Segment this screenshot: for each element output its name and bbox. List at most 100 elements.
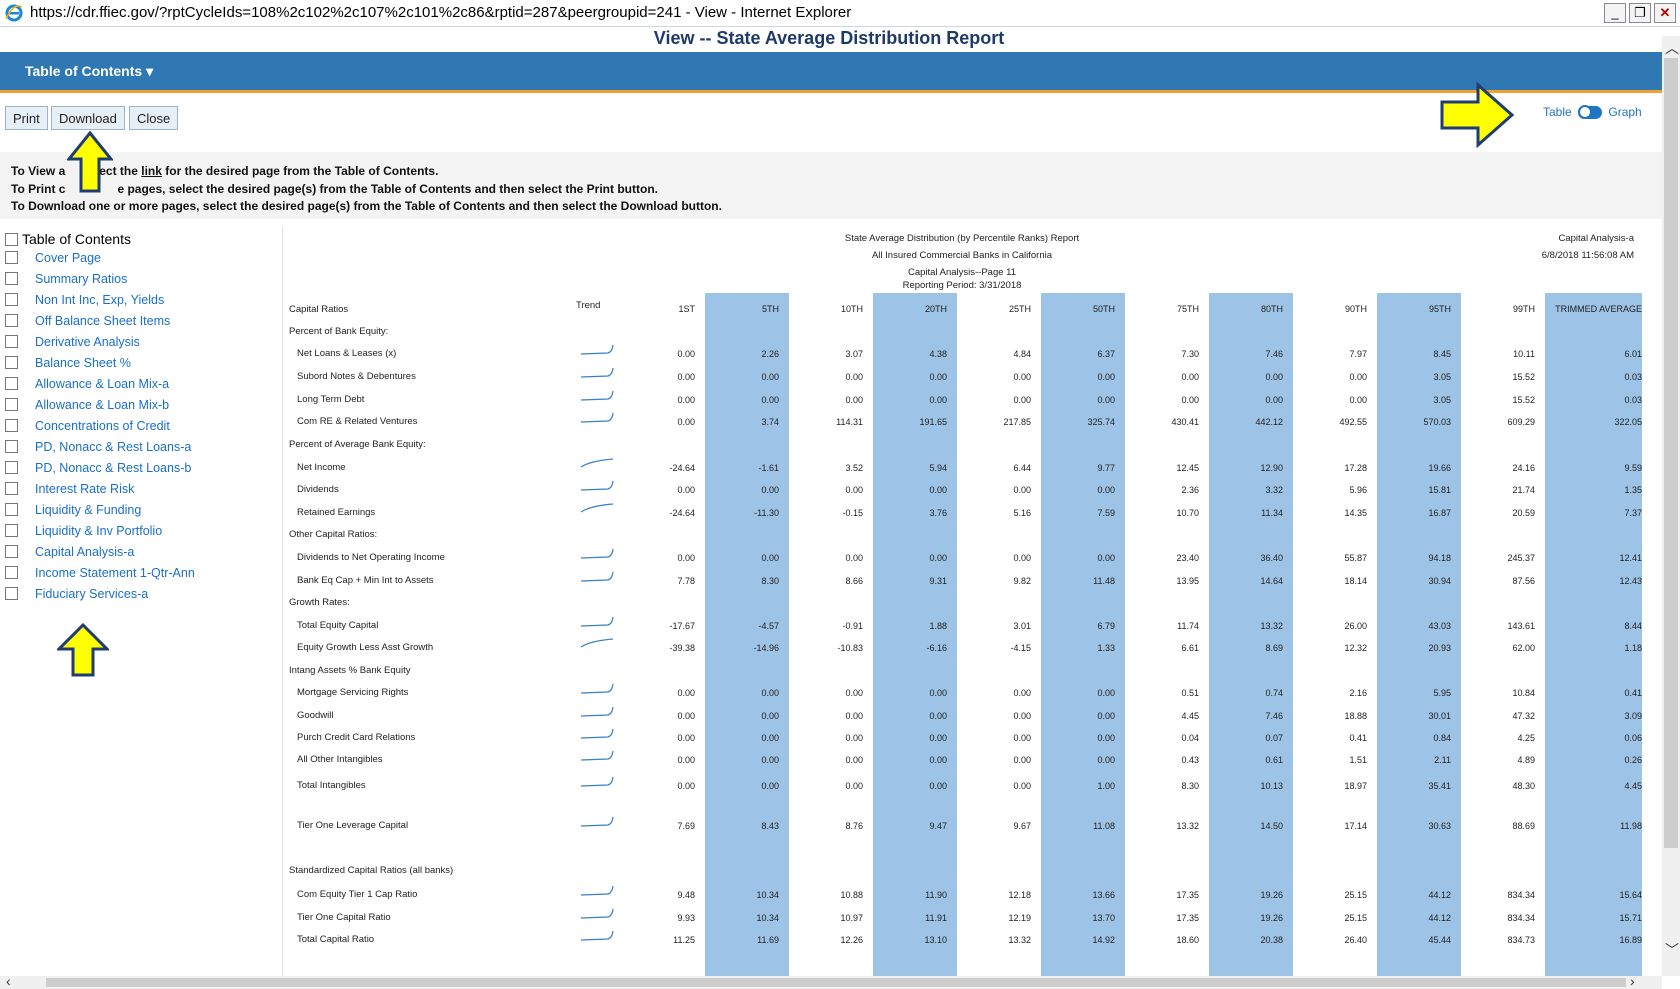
scroll-down-icon[interactable]: ﹀ — [1665, 942, 1679, 958]
trend-sparkline-icon[interactable] — [580, 814, 614, 828]
trend-sparkline-icon[interactable] — [580, 681, 614, 695]
toc-item-checkbox[interactable] — [5, 545, 18, 558]
trend-sparkline-icon[interactable] — [580, 726, 614, 740]
scroll-right-icon[interactable]: › — [1630, 973, 1635, 989]
table-cell: 0.00 — [1097, 372, 1115, 382]
toc-item-link[interactable]: Liquidity & Funding — [35, 503, 142, 517]
trend-sparkline-icon[interactable] — [580, 365, 614, 379]
horizontal-scrollbar[interactable]: ‹ › — [0, 973, 1662, 989]
toc-item-link[interactable]: Capital Analysis-a — [35, 545, 135, 559]
toc-item[interactable]: Liquidity & Funding — [5, 503, 141, 517]
trend-sparkline-icon[interactable] — [580, 478, 614, 492]
toc-item[interactable]: Liquidity & Inv Portfolio — [5, 524, 162, 538]
print-button[interactable]: Print — [5, 106, 48, 130]
toc-item-link[interactable]: Interest Rate Risk — [35, 482, 135, 496]
scroll-up-icon[interactable]: ︿ — [1665, 40, 1679, 56]
toc-item-checkbox[interactable] — [5, 272, 18, 285]
table-of-contents-menu[interactable]: Table of Contents ▾ — [25, 63, 154, 79]
toc-item-link[interactable]: Liquidity & Inv Portfolio — [35, 524, 163, 538]
toc-item-checkbox[interactable] — [5, 503, 18, 516]
trend-sparkline-icon[interactable] — [580, 774, 614, 788]
graph-view-label[interactable]: Graph — [1608, 105, 1642, 119]
table-cell: 35.41 — [1428, 781, 1451, 791]
trend-sparkline-icon[interactable] — [580, 569, 614, 583]
table-cell: 11.48 — [1093, 576, 1115, 586]
toc-item[interactable]: Cover Page — [5, 251, 101, 265]
toc-item[interactable]: PD, Nonacc & Rest Loans-a — [5, 440, 191, 454]
toc-item-checkbox[interactable] — [5, 314, 18, 327]
table-cell: 0.00 — [845, 485, 863, 495]
toc-item-link[interactable]: Cover Page — [35, 251, 102, 265]
toc-item[interactable]: Capital Analysis-a — [5, 545, 134, 559]
restore-button[interactable]: ❐ — [1629, 3, 1651, 23]
trend-sparkline-icon[interactable] — [580, 501, 614, 515]
trend-sparkline-icon[interactable] — [580, 906, 614, 920]
toc-item-checkbox[interactable] — [5, 524, 18, 537]
toc-item[interactable]: Derivative Analysis — [5, 335, 140, 349]
toc-item-checkbox[interactable] — [5, 293, 18, 306]
toc-item[interactable]: Summary Ratios — [5, 272, 127, 286]
toc-item-checkbox[interactable] — [5, 566, 18, 579]
table-view-label[interactable]: Table — [1543, 105, 1572, 119]
trend-sparkline-icon[interactable] — [580, 704, 614, 718]
toc-item-checkbox[interactable] — [5, 587, 18, 600]
trend-sparkline-icon[interactable] — [580, 388, 614, 402]
table-cell: 10.70 — [1176, 508, 1199, 518]
toc-item-checkbox[interactable] — [5, 482, 18, 495]
table-cell: 14.64 — [1260, 576, 1283, 586]
toc-item-link[interactable]: Off Balance Sheet Items — [35, 314, 171, 328]
toc-item[interactable]: Fiduciary Services-a — [5, 587, 148, 601]
toc-item-checkbox[interactable] — [5, 377, 18, 390]
trend-sparkline-icon[interactable] — [580, 636, 614, 650]
toc-select-all-checkbox[interactable] — [5, 233, 18, 246]
view-toggle-switch[interactable] — [1578, 105, 1603, 120]
download-button[interactable]: Download — [51, 106, 125, 130]
close-window-button[interactable]: ✕ — [1654, 3, 1676, 23]
table-cell: 20.93 — [1428, 643, 1451, 653]
toc-item[interactable]: Interest Rate Risk — [5, 482, 134, 496]
toc-item-link[interactable]: Balance Sheet % — [35, 356, 131, 370]
toc-item-link[interactable]: Concentrations of Credit — [35, 419, 170, 433]
toc-item-link[interactable]: Summary Ratios — [35, 272, 128, 286]
table-graph-toggle[interactable]: Table Graph — [1543, 105, 1642, 120]
toc-item-link[interactable]: PD, Nonacc & Rest Loans-a — [35, 440, 192, 454]
scroll-left-icon[interactable]: ‹ — [6, 973, 11, 989]
table-cell: 9.48 — [677, 890, 695, 900]
toc-item-link[interactable]: Allowance & Loan Mix-a — [35, 377, 170, 391]
toc-item-link[interactable]: Income Statement 1-Qtr-Ann — [35, 566, 195, 580]
toc-item[interactable]: Income Statement 1-Qtr-Ann — [5, 566, 195, 580]
toc-item[interactable]: Concentrations of Credit — [5, 419, 170, 433]
minimize-button[interactable]: _ — [1604, 3, 1626, 23]
toc-item[interactable]: Non Int Inc, Exp, Yields — [5, 293, 164, 307]
horizontal-scroll-thumb[interactable] — [46, 978, 1626, 987]
toc-item[interactable]: Allowance & Loan Mix-b — [5, 398, 169, 412]
toc-item-link[interactable]: Non Int Inc, Exp, Yields — [35, 293, 165, 307]
trend-sparkline-icon[interactable] — [580, 883, 614, 897]
toc-item-checkbox[interactable] — [5, 335, 18, 348]
toc-item-checkbox[interactable] — [5, 419, 18, 432]
toc-item[interactable]: Off Balance Sheet Items — [5, 314, 170, 328]
trend-sparkline-icon[interactable] — [580, 546, 614, 560]
trend-sparkline-icon[interactable] — [580, 342, 614, 356]
toc-item[interactable]: Allowance & Loan Mix-a — [5, 377, 169, 391]
close-button[interactable]: Close — [129, 106, 179, 130]
vertical-scrollbar[interactable]: ︿ ﹀ — [1662, 36, 1680, 976]
vertical-scroll-thumb[interactable] — [1664, 58, 1678, 848]
trend-sparkline-icon[interactable] — [580, 748, 614, 762]
toc-item[interactable]: Balance Sheet % — [5, 356, 131, 370]
toc-item-link[interactable]: Fiduciary Services-a — [35, 587, 149, 601]
toc-item-checkbox[interactable] — [5, 440, 18, 453]
toc-item-checkbox[interactable] — [5, 356, 18, 369]
toc-item-link[interactable]: PD, Nonacc & Rest Loans-b — [35, 461, 192, 475]
toc-item-link[interactable]: Allowance & Loan Mix-b — [35, 398, 170, 412]
toc-item-checkbox[interactable] — [5, 251, 18, 264]
trend-sparkline-icon[interactable] — [580, 928, 614, 942]
toc-item-checkbox[interactable] — [5, 398, 18, 411]
toc-item-link[interactable]: Derivative Analysis — [35, 335, 140, 349]
trend-sparkline-icon[interactable] — [580, 410, 614, 424]
table-cell: 834.34 — [1507, 890, 1535, 900]
toc-item[interactable]: PD, Nonacc & Rest Loans-b — [5, 461, 191, 475]
trend-sparkline-icon[interactable] — [580, 614, 614, 628]
trend-sparkline-icon[interactable] — [580, 456, 614, 470]
toc-item-checkbox[interactable] — [5, 461, 18, 474]
